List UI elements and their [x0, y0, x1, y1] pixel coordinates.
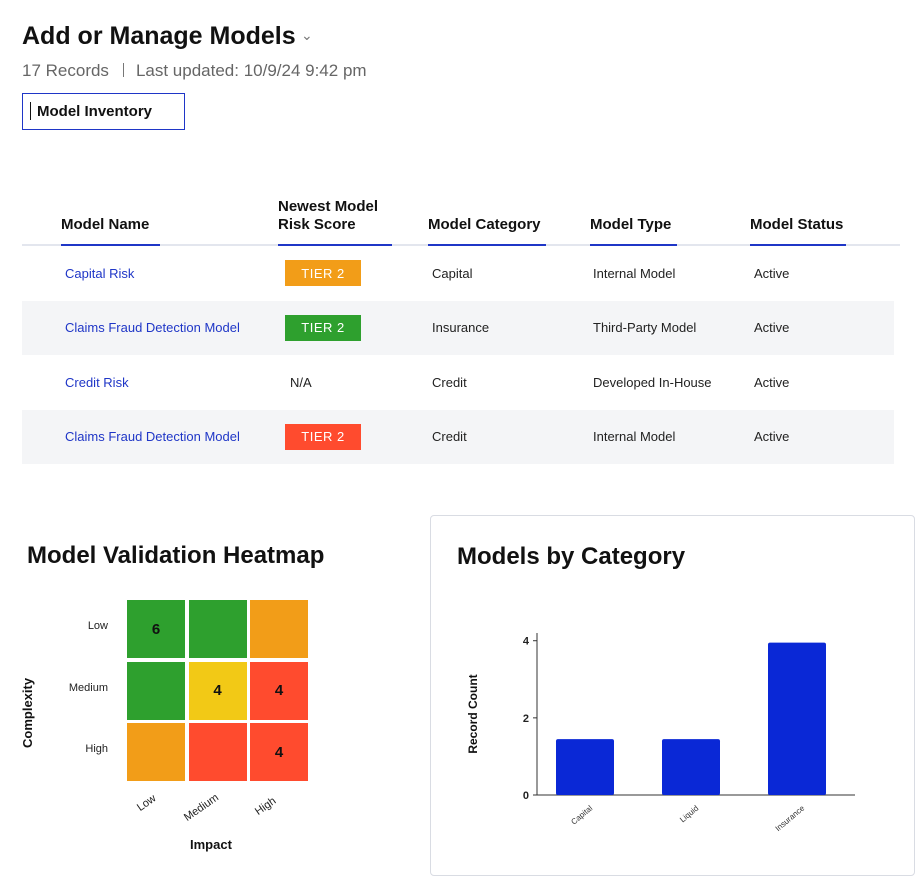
page-title: Add or Manage Models [22, 22, 296, 50]
risk-score-badge: TIER 2 [285, 260, 361, 286]
models-by-category-card: Models by Category 0 2 4 Record Count Capita… [430, 515, 915, 876]
model-category-cell: Capital [432, 265, 473, 281]
bar [768, 642, 826, 795]
heatmap-row-label: High [85, 743, 108, 755]
model-type-cell: Internal Model [593, 265, 676, 281]
x-tick-label: Insurance [774, 803, 807, 833]
last-updated: Last updated: 10/9/24 9:42 pm [135, 61, 367, 80]
table-row[interactable]: Credit Risk N/A Credit Developed In-House Ac… [22, 355, 894, 409]
model-status-cell: Active [754, 265, 790, 281]
heatmap-col-label: High [252, 794, 279, 818]
heatmap-cell[interactable] [188, 723, 247, 781]
record-count: 17 Records [22, 61, 109, 80]
model-category-cell: Credit [432, 374, 467, 390]
heatmap-cell[interactable] [127, 723, 185, 781]
x-tick-label: Liquid [678, 804, 700, 825]
column-header-model-type[interactable]: Model Type [590, 216, 677, 246]
heatmap-col-label: Medium [181, 791, 221, 825]
model-name-link[interactable]: Claims Fraud Detection Model [65, 429, 240, 444]
heatmap-y-axis-title: Complexity [20, 677, 35, 748]
x-tick-label: Capital [569, 803, 594, 826]
page-subtitle: 17 Records Last updated: 10/9/24 9:42 pm [22, 61, 367, 81]
risk-score-cell: TIER 2 [285, 410, 361, 464]
models-table: Model Name Newest Model Risk Score Model… [22, 195, 900, 464]
model-type-cell: Internal Model [593, 429, 676, 444]
table-header: Model Name Newest Model Risk Score Model… [22, 195, 900, 246]
table-row[interactable]: Claims Fraud Detection Model TIER 2 Credit… [22, 409, 894, 464]
view-select-input[interactable]: Model Inventory [22, 93, 185, 130]
model-category-cell: Insurance [432, 320, 490, 335]
model-type-cell: Third-Party Model [593, 320, 697, 335]
risk-score-cell: TIER 2 [285, 301, 361, 355]
divider [122, 63, 124, 77]
text-cursor [30, 102, 31, 120]
chevron-down-icon[interactable]: ⌄ [301, 27, 313, 43]
bar-chart: 0 2 4 Record Count Capital Liquid Insurance [466, 633, 855, 833]
model-status-cell: Active [754, 320, 790, 335]
risk-score-badge: TIER 2 [285, 314, 361, 341]
heatmap-cell[interactable] [250, 600, 308, 658]
view-select-value: Model Inventory [37, 103, 153, 120]
risk-score-badge: TIER 2 [285, 423, 361, 450]
y-tick-label: 0 [523, 790, 529, 802]
model-status-cell: Active [754, 429, 790, 444]
heatmap-cell[interactable]: 4 [188, 661, 247, 720]
chart-title: Models by Category [457, 543, 686, 570]
column-header-model-category[interactable]: Model Category [428, 216, 546, 246]
heatmap-row-label: Medium [68, 681, 108, 694]
column-header-model-status[interactable]: Model Status [750, 216, 846, 246]
bar [662, 739, 720, 795]
heatmap-row-label: Low [87, 620, 108, 632]
model-type-cell: Developed In-House [593, 374, 712, 390]
column-header-model-name[interactable]: Model Name [61, 216, 160, 246]
bar [556, 739, 614, 795]
y-axis-title: Record Count [466, 674, 480, 753]
model-category-cell: Credit [432, 429, 467, 444]
model-status-cell: Active [754, 374, 790, 390]
heatmap-cell[interactable]: 6 [127, 600, 185, 658]
y-tick-label: 2 [523, 713, 529, 725]
heatmap-cell[interactable] [127, 661, 185, 720]
risk-score-cell: TIER 2 [285, 246, 361, 300]
heatmap-cell[interactable] [188, 600, 247, 658]
heatmap-title: Model Validation Heatmap [27, 542, 325, 569]
heatmap-col-label: Low [134, 792, 159, 815]
model-name-link[interactable]: Claims Fraud Detection Model [65, 320, 240, 335]
heatmap-cell[interactable]: 4 [250, 723, 308, 781]
y-tick-label: 4 [523, 636, 530, 648]
heatmap-x-axis-title: Impact [190, 837, 232, 852]
risk-score-cell: N/A [290, 374, 312, 390]
heatmap-cell[interactable]: 4 [250, 661, 308, 720]
model-name-link[interactable]: Capital Risk [65, 265, 135, 281]
column-header-risk-score[interactable]: Newest Model Risk Score [278, 198, 392, 246]
model-name-link[interactable]: Credit Risk [65, 374, 129, 390]
table-row[interactable]: Claims Fraud Detection Model TIER 2 Insura… [22, 300, 894, 355]
table-row[interactable]: Capital Risk TIER 2 Capital Internal Model A… [22, 246, 894, 300]
